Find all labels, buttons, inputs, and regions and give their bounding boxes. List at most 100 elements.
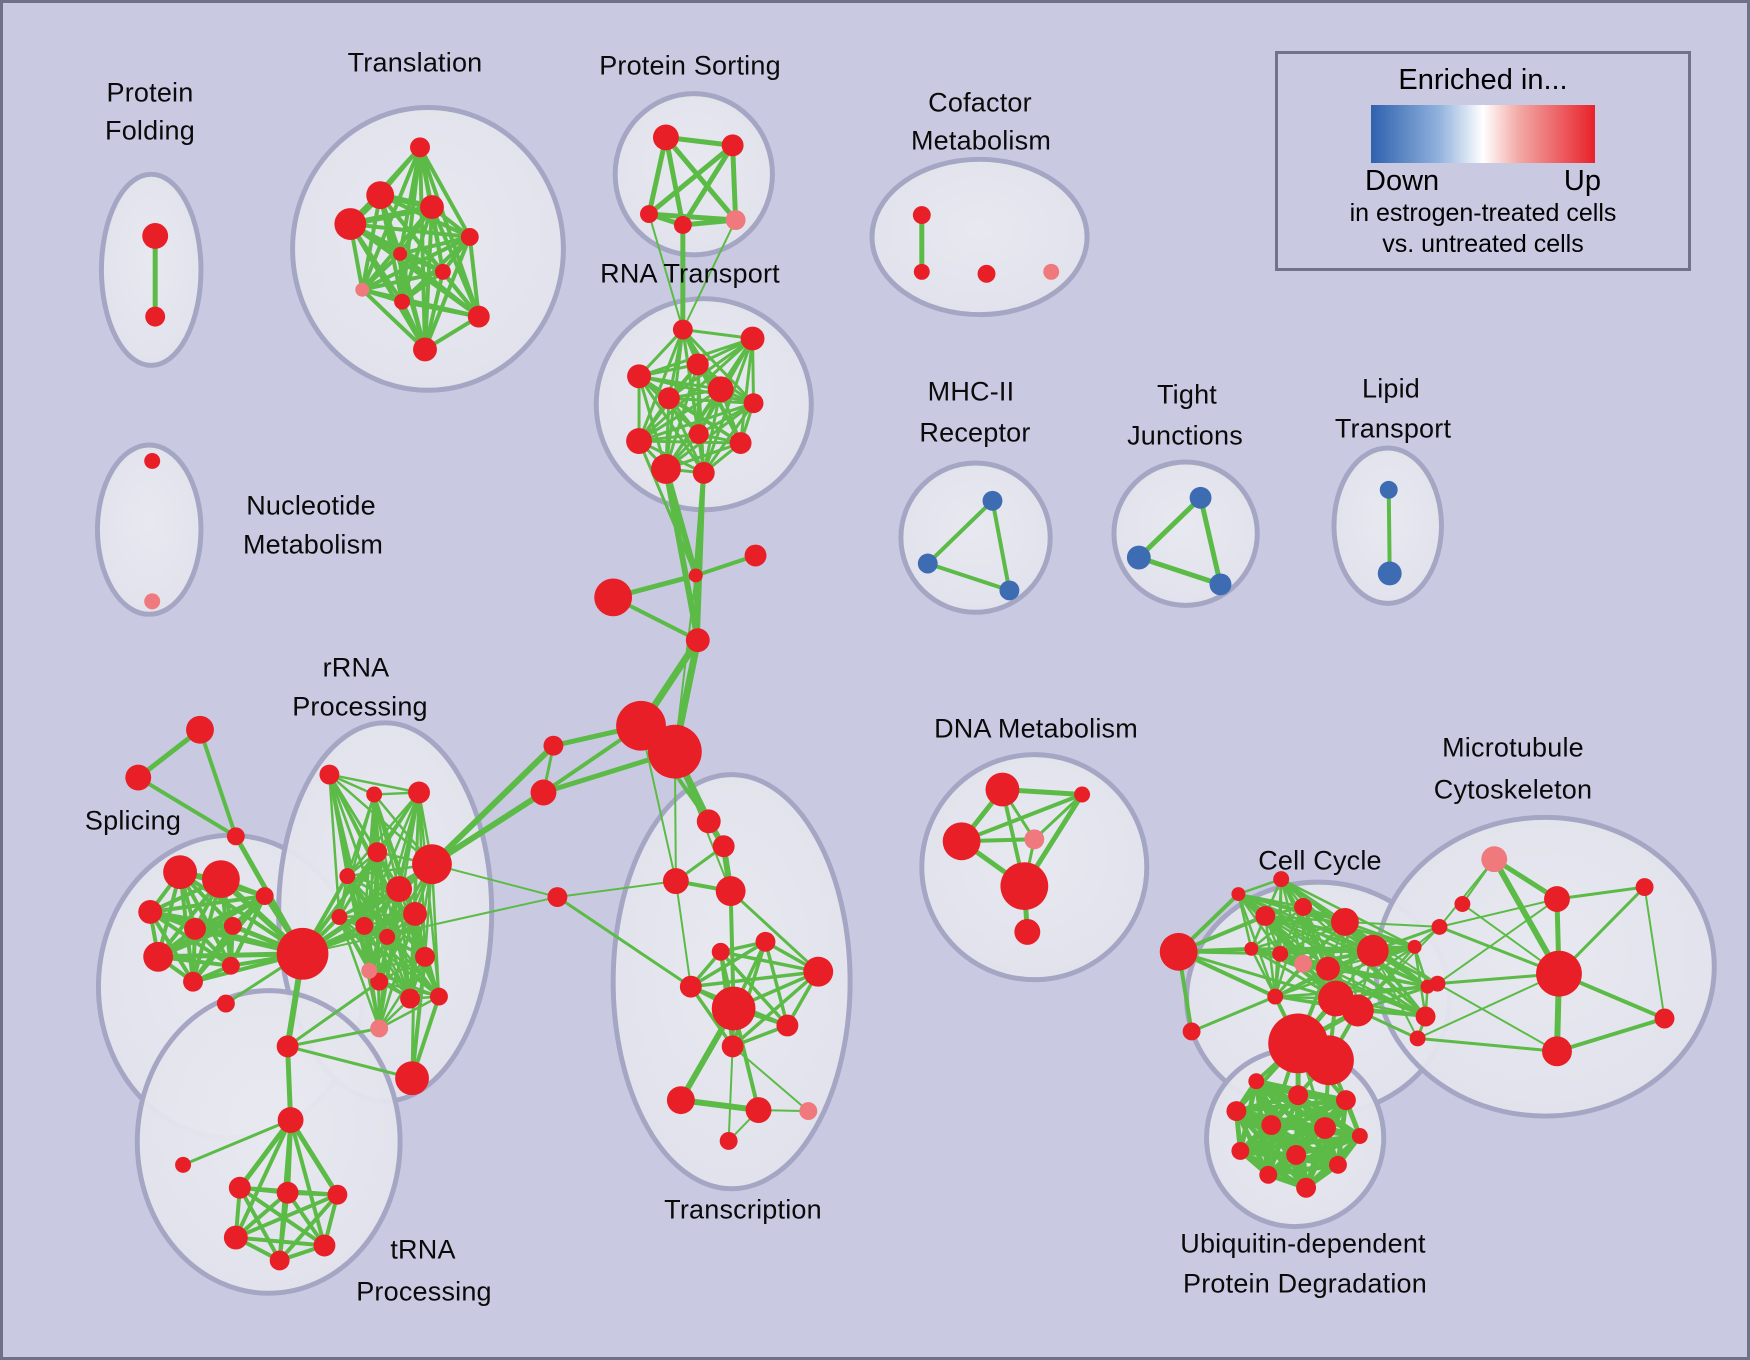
gene-set-node[interactable] [143,941,174,972]
gene-set-node[interactable] [125,764,152,791]
gene-set-node[interactable] [1314,1117,1336,1139]
gene-set-node[interactable] [745,1097,772,1124]
gene-set-node[interactable] [223,916,242,935]
gene-set-node[interactable] [138,900,163,924]
gene-set-node[interactable] [408,781,430,804]
gene-set-node[interactable] [688,568,703,583]
gene-set-node[interactable] [144,453,161,469]
gene-set-node[interactable] [1244,941,1259,956]
gene-set-node[interactable] [1248,1073,1265,1090]
gene-set-node[interactable] [276,1181,299,1204]
gene-set-node[interactable] [184,917,206,940]
gene-set-node[interactable] [1231,1141,1250,1160]
gene-set-node[interactable] [1043,263,1060,280]
gene-set-node[interactable] [216,994,235,1013]
gene-set-node[interactable] [1286,1144,1307,1165]
gene-set-node[interactable] [740,326,765,351]
gene-set-node[interactable] [1431,918,1448,935]
gene-set-node[interactable] [429,987,448,1006]
gene-set-node[interactable] [1454,896,1471,912]
gene-set-node[interactable] [594,578,633,617]
gene-set-node[interactable] [650,454,681,484]
gene-set-node[interactable] [221,956,240,975]
gene-set-node[interactable] [355,282,370,297]
gene-set-node[interactable] [1159,932,1198,971]
gene-set-node[interactable] [355,916,374,935]
gene-set-node[interactable] [1255,905,1276,926]
gene-set-node[interactable] [339,868,356,885]
gene-set-node[interactable] [1654,1008,1675,1029]
gene-set-node[interactable] [673,216,692,234]
gene-set-node[interactable] [367,842,388,863]
gene-set-node[interactable] [319,764,340,785]
gene-set-node[interactable] [1261,1115,1282,1135]
gene-set-node[interactable] [1407,939,1422,954]
gene-set-node[interactable] [1074,786,1091,803]
gene-set-node[interactable] [226,827,245,846]
gene-set-node[interactable] [395,1061,429,1096]
gene-set-node[interactable] [228,1176,251,1199]
gene-set-node[interactable] [276,927,329,980]
gene-set-node[interactable] [942,822,981,861]
gene-set-node[interactable] [142,223,169,249]
gene-set-node[interactable] [366,181,395,210]
gene-set-node[interactable] [403,902,427,926]
gene-set-node[interactable] [799,1102,818,1121]
gene-set-node[interactable] [410,137,430,158]
gene-set-node[interactable] [1231,887,1246,902]
gene-set-node[interactable] [467,305,490,328]
gene-set-node[interactable] [1272,945,1289,962]
gene-set-node[interactable] [1288,1085,1309,1106]
gene-set-node[interactable] [201,860,240,899]
gene-set-node[interactable] [982,490,1003,511]
gene-set-node[interactable] [1328,1155,1347,1174]
gene-set-node[interactable] [313,1234,336,1257]
gene-set-node[interactable] [1126,545,1151,570]
gene-set-node[interactable] [1226,1101,1247,1122]
gene-set-node[interactable] [729,432,752,455]
gene-set-node[interactable] [626,428,652,455]
gene-set-node[interactable] [696,809,721,834]
gene-set-node[interactable] [1415,1006,1436,1027]
gene-set-node[interactable] [413,337,437,362]
gene-set-node[interactable] [686,353,709,376]
gene-set-node[interactable] [183,971,203,992]
gene-set-node[interactable] [1304,1035,1354,1086]
gene-set-node[interactable] [1014,918,1041,945]
gene-set-node[interactable] [721,134,744,157]
gene-set-node[interactable] [1377,561,1402,586]
gene-set-node[interactable] [652,124,679,151]
gene-set-node[interactable] [186,715,214,744]
gene-set-node[interactable] [917,553,938,574]
gene-set-node[interactable] [276,1035,299,1058]
gene-set-node[interactable] [803,956,834,987]
gene-set-node[interactable] [776,1014,799,1037]
gene-set-node[interactable] [1536,950,1582,997]
gene-set-node[interactable] [913,263,930,280]
gene-set-node[interactable] [393,246,408,261]
gene-set-node[interactable] [331,908,348,925]
gene-set-node[interactable] [1379,480,1398,499]
gene-set-node[interactable] [657,387,680,410]
gene-set-node[interactable] [1259,1165,1278,1184]
gene-set-node[interactable] [627,364,651,389]
gene-set-node[interactable] [1296,1177,1317,1198]
gene-set-node[interactable] [712,835,735,858]
gene-set-node[interactable] [547,887,568,907]
gene-set-node[interactable] [175,1156,192,1173]
gene-set-node[interactable] [269,1250,290,1271]
gene-set-node[interactable] [1267,988,1284,1005]
gene-set-node[interactable] [999,580,1020,601]
gene-set-node[interactable] [370,1019,389,1038]
gene-set-node[interactable] [977,264,996,283]
gene-set-node[interactable] [1335,1090,1356,1111]
gene-set-node[interactable] [725,210,746,230]
gene-set-node[interactable] [1356,934,1389,967]
gene-set-node[interactable] [277,1107,304,1133]
gene-set-node[interactable] [1409,1030,1426,1047]
gene-set-node[interactable] [711,986,756,1031]
gene-set-node[interactable] [1481,846,1508,873]
gene-set-node[interactable] [144,593,161,610]
gene-set-node[interactable] [685,628,710,653]
gene-set-node[interactable] [1189,486,1212,509]
